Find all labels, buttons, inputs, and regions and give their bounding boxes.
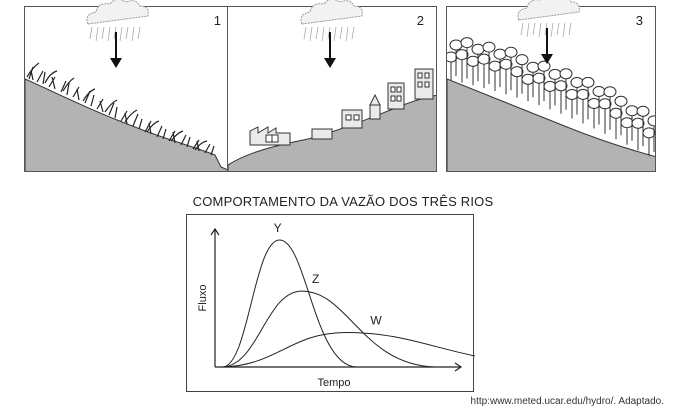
rain-cloud-1-icon	[86, 0, 150, 69]
grass-blades	[26, 62, 215, 156]
flow-curve-y	[222, 239, 356, 368]
flow-chart: Tempo Fluxo Y Z W	[186, 214, 580, 392]
chart-title: COMPORTAMENTO DA VAZÃO DOS TRÊS RIOS	[192, 194, 494, 209]
tree-crown	[631, 117, 645, 129]
tree-crown	[559, 68, 573, 80]
flow-chart-svg: Tempo Fluxo Y Z W	[197, 221, 580, 389]
tree-crown	[455, 49, 469, 61]
forest-slope-illustration	[447, 37, 655, 171]
tree-crown	[510, 66, 524, 78]
curve-label-w: W	[370, 314, 382, 328]
tree-crown	[609, 107, 623, 119]
y-axis-arrow	[210, 227, 220, 236]
rain-cloud-2-icon	[300, 0, 364, 69]
panel-urban: 2	[227, 6, 437, 172]
tree-crown	[532, 72, 546, 84]
tree-crown	[587, 97, 601, 109]
tree-crown	[620, 117, 634, 129]
panel-forest: 3	[446, 6, 656, 172]
panel-number: 2	[416, 13, 424, 28]
tree-crown	[477, 53, 491, 65]
panel-grass: 1	[24, 6, 234, 172]
rain-clouds-layer	[86, 0, 581, 69]
grass-slope-illustration	[25, 62, 232, 171]
panel-number: 3	[635, 13, 643, 28]
x-axis-label: Tempo	[317, 377, 350, 389]
tree-crown	[581, 76, 595, 88]
tree-crown	[647, 115, 655, 127]
tree-crown	[625, 105, 639, 117]
tree-crown	[592, 85, 606, 97]
tree-crown	[482, 41, 496, 53]
urban-slope-illustration	[228, 68, 436, 171]
tree-crown	[504, 46, 518, 58]
tree-crown	[642, 127, 655, 139]
curve-label-z: Z	[312, 272, 319, 286]
tree-crown	[614, 95, 628, 107]
tree-crown	[515, 54, 529, 66]
tree-crown	[576, 88, 590, 100]
x-axis-arrow	[454, 362, 463, 372]
y-axis-label: Fluxo	[197, 285, 209, 312]
flow-curve-w	[222, 331, 580, 368]
source-citation: http:www.meted.ucar.edu/hydro/. Adaptado…	[470, 396, 664, 407]
rain-cloud-3-icon	[517, 0, 581, 65]
tree-crown	[565, 88, 579, 100]
curve-label-y: Y	[274, 221, 282, 235]
tree-crown	[598, 98, 612, 110]
tree-crown	[636, 105, 650, 117]
tree-crown	[499, 58, 513, 70]
buildings	[249, 68, 434, 146]
panel-number: 1	[213, 13, 221, 28]
trees	[447, 37, 655, 156]
tree-crown	[460, 37, 474, 49]
tree-crown	[543, 80, 557, 92]
flow-curve-z	[222, 290, 436, 368]
tree-crown	[603, 86, 617, 98]
tree-crown	[554, 80, 568, 92]
